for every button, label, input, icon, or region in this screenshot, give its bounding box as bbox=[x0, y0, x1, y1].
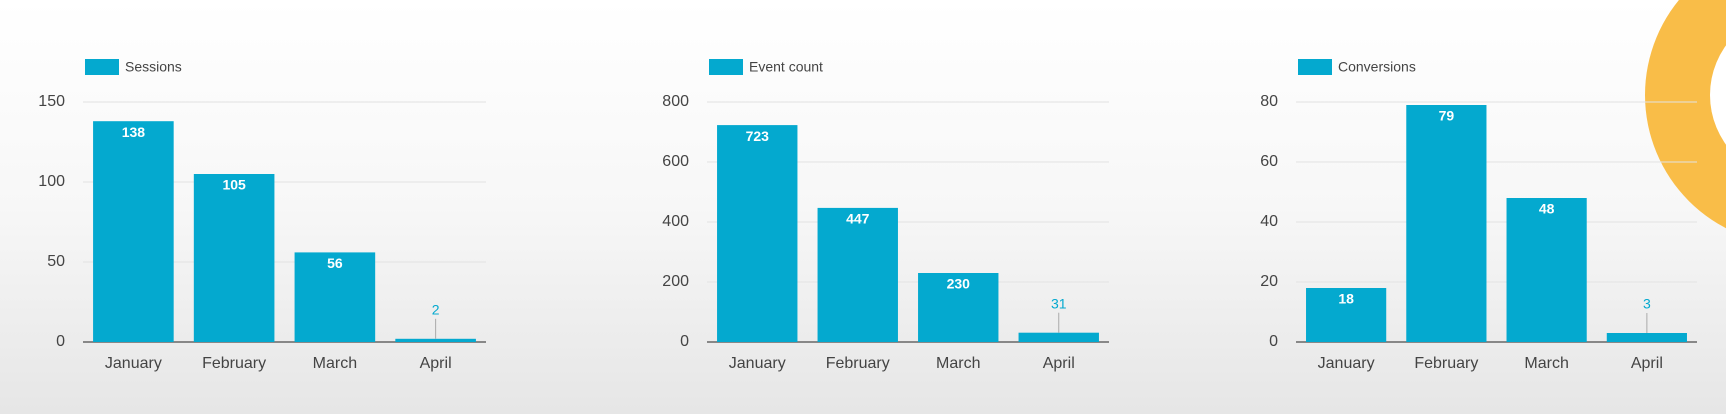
y-tick-label: 800 bbox=[662, 93, 689, 110]
y-tick-label: 80 bbox=[1260, 93, 1278, 110]
y-tick-label: 400 bbox=[662, 213, 689, 230]
x-tick-label: February bbox=[202, 355, 266, 372]
y-tick-label: 0 bbox=[680, 333, 689, 350]
x-tick-label: April bbox=[1043, 355, 1075, 372]
x-tick-label: January bbox=[1318, 355, 1375, 372]
legend-label: Conversions bbox=[1338, 59, 1416, 75]
y-tick-label: 150 bbox=[38, 93, 65, 110]
x-tick-label: April bbox=[1631, 355, 1663, 372]
value-label: 230 bbox=[947, 276, 971, 292]
legend-swatch bbox=[1298, 59, 1332, 75]
x-tick-label: February bbox=[826, 355, 890, 372]
x-tick-label: March bbox=[1524, 355, 1568, 372]
y-tick-label: 100 bbox=[38, 173, 65, 190]
legend-swatch bbox=[85, 59, 119, 75]
legend-label: Sessions bbox=[125, 59, 182, 75]
value-label: 3 bbox=[1643, 296, 1651, 312]
bar bbox=[193, 174, 275, 342]
y-tick-label: 20 bbox=[1260, 273, 1278, 290]
value-label: 79 bbox=[1439, 108, 1455, 124]
y-tick-label: 50 bbox=[47, 253, 65, 270]
value-label: 447 bbox=[846, 211, 870, 227]
decoration bbox=[1645, 0, 1726, 229]
bar bbox=[395, 338, 476, 342]
value-label: 31 bbox=[1051, 295, 1067, 311]
legend-swatch bbox=[709, 59, 743, 75]
x-tick-label: March bbox=[936, 355, 980, 372]
x-tick-label: April bbox=[420, 355, 452, 372]
y-tick-label: 600 bbox=[662, 153, 689, 170]
bar bbox=[717, 125, 798, 342]
y-tick-label: 200 bbox=[662, 273, 689, 290]
x-tick-label: January bbox=[729, 355, 786, 372]
bar bbox=[1018, 332, 1099, 342]
y-tick-label: 0 bbox=[56, 333, 65, 350]
x-tick-label: January bbox=[105, 355, 162, 372]
bar bbox=[1606, 333, 1687, 342]
value-label: 138 bbox=[122, 124, 146, 140]
value-label: 56 bbox=[327, 255, 343, 271]
bar bbox=[93, 121, 174, 342]
bar bbox=[1406, 105, 1487, 342]
legend-label: Event count bbox=[749, 59, 823, 75]
decoration bbox=[1710, 45, 1726, 145]
value-label: 48 bbox=[1539, 201, 1555, 217]
bar bbox=[294, 252, 376, 342]
y-tick-label: 60 bbox=[1260, 153, 1278, 170]
bar bbox=[1506, 198, 1587, 342]
value-label: 18 bbox=[1338, 291, 1354, 307]
bar bbox=[918, 273, 999, 342]
value-label: 2 bbox=[432, 302, 440, 318]
x-tick-label: February bbox=[1414, 355, 1478, 372]
value-label: 723 bbox=[746, 128, 770, 144]
y-tick-label: 40 bbox=[1260, 213, 1278, 230]
x-tick-label: March bbox=[313, 355, 357, 372]
bar bbox=[1306, 288, 1387, 342]
y-tick-label: 0 bbox=[1269, 333, 1278, 350]
bar bbox=[817, 207, 898, 342]
value-label: 105 bbox=[222, 177, 246, 193]
